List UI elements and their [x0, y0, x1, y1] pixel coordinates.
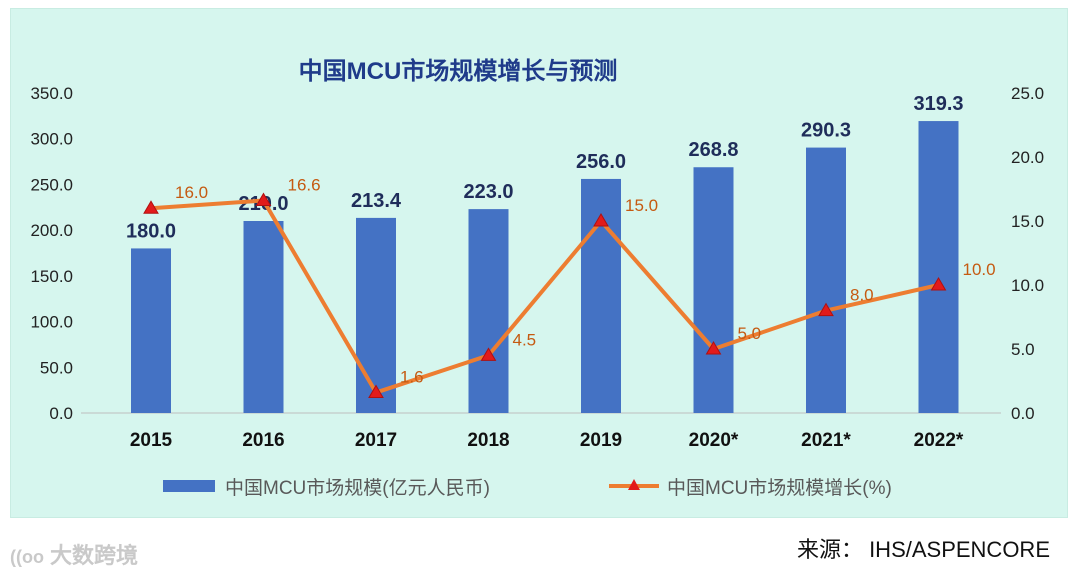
right-tick-label: 20.0 [1011, 148, 1044, 167]
left-axis: 0.0 50.0 100.0 150.0 200.0 250.0 300.0 350.0 [30, 84, 73, 423]
bar [131, 248, 171, 413]
x-tick-label: 2017 [355, 430, 397, 451]
bar-value-label: 319.3 [913, 93, 963, 115]
growth-point [818, 302, 834, 317]
left-tick-label: 250.0 [30, 175, 73, 194]
growth-point [930, 277, 947, 291]
watermark-logo: ((oo [10, 547, 44, 567]
x-tick-label: 2016 [242, 430, 284, 451]
watermark-text: 大数跨境 [50, 543, 139, 568]
legend-bar-label: 中国MCU市场规模(亿元人民币) [225, 477, 490, 499]
bar-value-label: 223.0 [463, 181, 513, 203]
left-tick-label: 300.0 [30, 130, 73, 149]
right-tick-label: 25.0 [1011, 84, 1044, 103]
left-tick-label: 0.0 [49, 404, 73, 423]
x-axis: 2015 2016 2017 2018 2019 2020* 2021* 2022* [130, 430, 964, 451]
left-tick-label: 100.0 [30, 313, 73, 332]
bar [693, 167, 734, 413]
right-tick-label: 5.0 [1011, 340, 1035, 359]
x-tick-label: 2021* [801, 430, 851, 451]
growth-point [705, 341, 722, 355]
bar [918, 121, 959, 413]
right-tick-label: 15.0 [1011, 212, 1044, 231]
growth-point [255, 192, 272, 207]
growth-value-label: 5.0 [738, 324, 762, 343]
growth-point [593, 213, 609, 227]
chart-panel: 中国MCU市场规模增长与预测 0.0 50.0 100.0 150.0 200.0 250… [10, 8, 1068, 518]
bar [806, 147, 846, 413]
growth-value-label: 16.0 [175, 183, 208, 202]
growth-point [368, 384, 384, 399]
legend-line-label: 中国MCU市场规模增长(%) [667, 477, 892, 499]
watermark: ((oo 大数跨境 [10, 538, 138, 570]
x-tick-label: 2022* [914, 430, 964, 451]
right-tick-label: 0.0 [1011, 404, 1035, 423]
growth-line [150, 198, 939, 395]
right-tick-label: 10.0 [1011, 276, 1044, 295]
bar-series [131, 121, 959, 413]
growth-value-label: 4.5 [513, 330, 537, 349]
growth-value-label: 8.0 [850, 286, 874, 305]
x-tick-label: 2015 [130, 430, 173, 451]
growth-point [480, 347, 497, 361]
growth-value-label: 10.0 [963, 260, 996, 279]
right-axis: 0.0 5.0 10.0 15.0 20.0 25.0 [1011, 84, 1044, 423]
bar-value-label: 180.0 [126, 220, 176, 242]
left-tick-label: 350.0 [30, 84, 73, 103]
growth-value-label: 15.0 [625, 196, 658, 215]
left-tick-label: 50.0 [40, 358, 73, 377]
bar [356, 217, 396, 413]
x-tick-label: 2020* [689, 430, 739, 451]
legend: 中国MCU市场规模(亿元人民币) 中国MCU市场规模增长(%) [163, 477, 892, 499]
left-tick-label: 200.0 [30, 221, 73, 240]
bar-value-label: 290.3 [801, 120, 851, 142]
bar [243, 221, 284, 413]
chart-svg: 中国MCU市场规模增长与预测 0.0 50.0 100.0 150.0 200.0 250… [30, 57, 1044, 499]
bar [468, 209, 509, 413]
legend-line-marker [628, 479, 640, 490]
growth-point [143, 200, 159, 214]
x-tick-label: 2018 [467, 430, 509, 451]
bar-value-label: 256.0 [576, 151, 626, 173]
chart-title: 中国MCU市场规模增长与预测 [299, 57, 618, 85]
left-tick-label: 150.0 [30, 267, 73, 286]
legend-bar-swatch [163, 480, 215, 492]
bar-value-label: 268.8 [688, 139, 738, 161]
source-note: 来源： IHS/ASPENCORE [796, 537, 1050, 562]
line-labels: 16.0 16.6 1.6 4.5 15.0 5.0 8.0 10.0 [175, 176, 996, 387]
growth-value-label: 1.6 [400, 368, 424, 387]
x-tick-label: 2019 [580, 430, 622, 451]
line-series [143, 192, 947, 399]
growth-value-label: 16.6 [288, 176, 321, 195]
bar-value-label: 213.4 [351, 190, 402, 212]
